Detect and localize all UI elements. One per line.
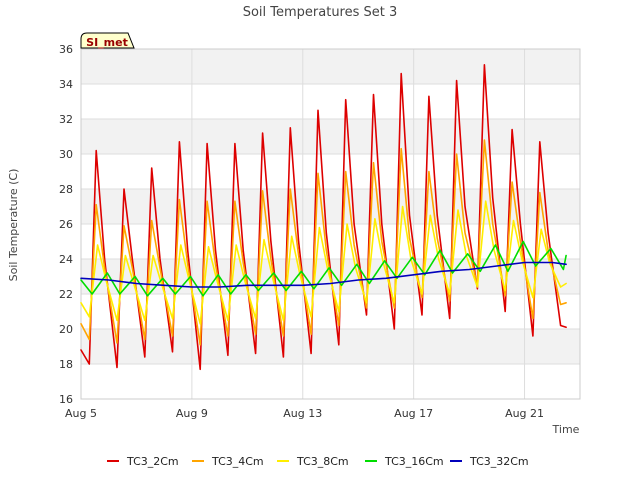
x-tick-label: Aug 5 [65, 407, 97, 420]
chart-title: Soil Temperatures Set 3 [243, 5, 398, 20]
legend-item: TC3_16Cm [365, 455, 444, 468]
x-tick-label: Aug 17 [394, 407, 433, 420]
legend-label: TC3_8Cm [296, 455, 349, 468]
plot-band [81, 294, 580, 329]
y-tick-label: 18 [59, 358, 73, 371]
series-line-tc3-16cm [80, 240, 567, 297]
legend-item: TC3_32Cm [450, 455, 529, 468]
y-tick-label: 22 [59, 288, 73, 301]
series-line-tc3-32cm [80, 261, 567, 288]
x-tick-label: Aug 9 [176, 407, 208, 420]
y-tick-label: 34 [59, 78, 73, 91]
plot-band [81, 329, 580, 364]
legend-item: TC3_8Cm [277, 455, 349, 468]
series-line-tc3-2cm [80, 64, 567, 371]
legend-label: TC3_32Cm [469, 455, 529, 468]
legend-item: TC3_4Cm [192, 455, 264, 468]
x-tick-labels: Aug 5 Aug 9 Aug 13 Aug 17 Aug 21 [65, 407, 544, 420]
legend-item: TC3_2Cm [107, 455, 179, 468]
series-layer [80, 64, 567, 371]
badge-shape [80, 32, 135, 49]
series-line-tc3-8cm [80, 200, 567, 325]
y-tick-label: 28 [59, 183, 73, 196]
x-tick-label: Aug 21 [505, 407, 544, 420]
x-axis-label: Time [552, 423, 580, 436]
si-met-badge: SI_met [80, 32, 135, 49]
series-line-tc3-4cm [80, 139, 567, 346]
plot-band [81, 119, 580, 154]
legend-label: TC3_16Cm [384, 455, 444, 468]
plot-band [81, 364, 580, 399]
y-tick-label: 24 [59, 253, 73, 266]
plot-frame [80, 48, 581, 400]
legend: TC3_2Cm TC3_4Cm TC3_8Cm TC3_16Cm TC3_32Cm [107, 455, 529, 468]
plot-band [81, 84, 580, 119]
plot-band [81, 49, 580, 84]
legend-label: TC3_2Cm [126, 455, 179, 468]
x-tick-label: Aug 13 [283, 407, 322, 420]
y-tick-label: 32 [59, 113, 73, 126]
y-tick-label: 30 [59, 148, 73, 161]
badge-label: SI_met [86, 36, 128, 49]
plot-band [81, 189, 580, 224]
y-axis-label: Soil Temperature (C) [7, 169, 20, 282]
plot-band [81, 154, 580, 189]
legend-label: TC3_4Cm [211, 455, 264, 468]
y-tick-label: 26 [59, 218, 73, 231]
y-tick-label: 36 [59, 43, 73, 56]
y-tick-label: 20 [59, 323, 73, 336]
y-tick-label: 16 [59, 393, 73, 406]
y-tick-labels: 16 18 20 22 24 26 28 30 32 34 36 [59, 43, 73, 406]
